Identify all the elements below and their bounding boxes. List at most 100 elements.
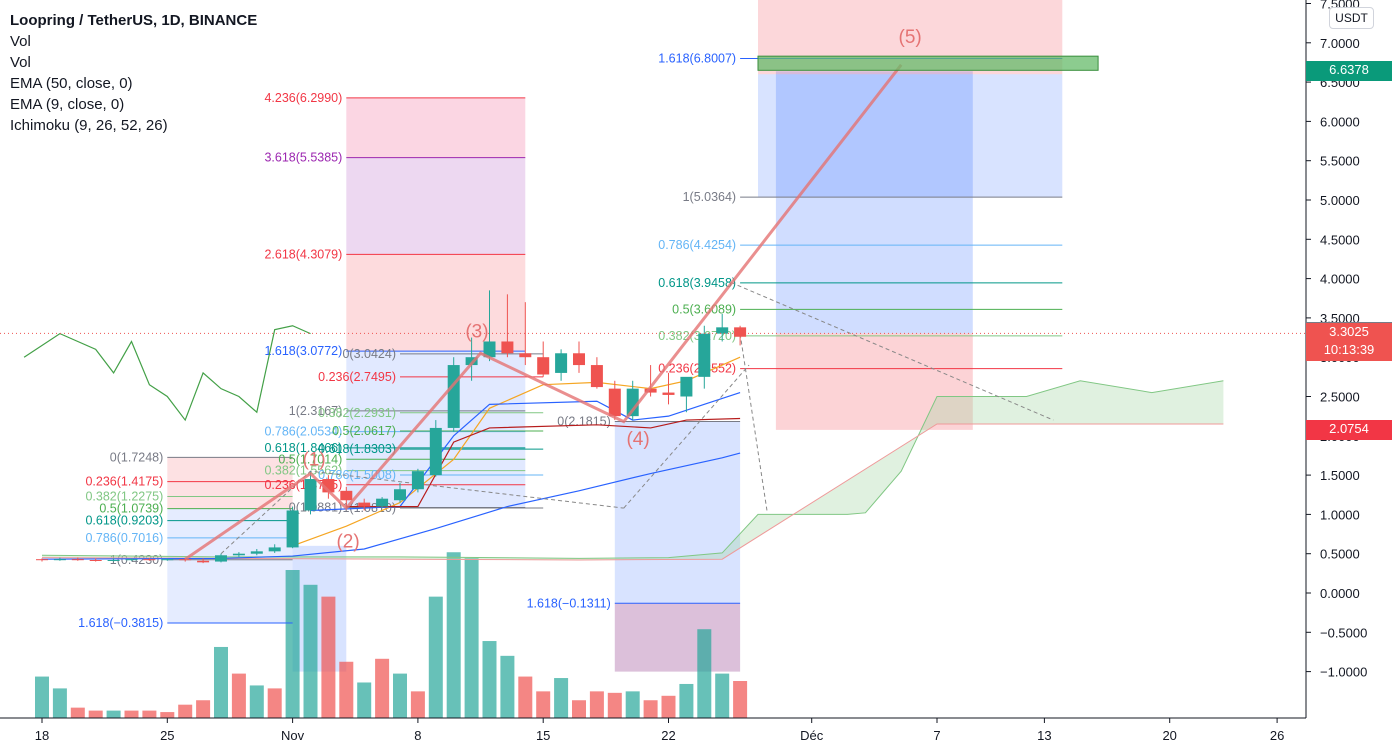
fib-level-label: 0.786(2.0534) [264,425,342,439]
price-tag-value: 6.6378 [1329,62,1369,78]
volume-bar [357,682,372,718]
candle-body [179,559,192,561]
fib-level-label: 1.618(−0.3815) [78,616,163,630]
candle-body [197,560,210,563]
candle-body [161,559,174,561]
fib-level-label: 0(3.0424) [342,347,396,361]
wave-label: (2) [336,531,359,552]
volume-bar [249,685,264,718]
price-tick-label: 0.5000 [1320,547,1360,562]
target-zone [757,55,1099,71]
volume-bar [196,700,211,718]
fib-level-label: 3.618(5.5385) [264,151,342,165]
candle-body [519,353,532,358]
fib-level-label: 0.5(1.7014) [278,452,342,466]
volume-bar [500,655,515,718]
candle-body [662,392,675,395]
price-axis [1306,0,1392,752]
price-tick-label: 5.0000 [1320,193,1360,208]
volume-bar [106,710,121,718]
price-tick-label: 1.0000 [1320,507,1360,522]
projection-line [623,364,750,509]
volume-bar [142,710,157,718]
candle-body [215,555,227,562]
candle-body [429,427,442,476]
fib-level-label: 0.786(4.4254) [658,238,736,252]
candle-body [143,559,156,561]
fib-level-label: 0.618(0.9203) [85,514,163,528]
legend-line: EMA (50, close, 0) [10,75,133,92]
volume-bar [375,658,390,718]
volume-bar [679,683,694,718]
wave-label: (3) [465,322,488,343]
projection-line [739,333,768,511]
elliott-wave-path [184,63,903,561]
candle-body [447,365,460,428]
ichimoku-cloud [42,380,1224,560]
time-tick-label: 18 [35,728,49,743]
time-tick-label: 8 [414,728,421,743]
time-tick-label: 25 [160,728,174,743]
candle-body [411,471,424,490]
fib-level-label: 1(2.3167) [289,404,343,418]
price-tick-label: −0.5000 [1320,625,1367,640]
fib-level-label: 0.382(1.5562) [264,464,342,478]
price-tag: 6.6378 [1306,61,1392,82]
wave-label: (1) [302,450,325,471]
candle-body [483,341,496,358]
fib-level-label: 0.618(3.9458) [658,276,736,290]
candle-body [555,353,568,373]
time-tick-label: 22 [661,728,675,743]
fib-level-label: 0.618(1.8303) [318,442,396,456]
wave-label: (4) [626,429,649,450]
volume-bar [52,688,67,718]
fib-zone [614,421,741,672]
candle-body [286,510,299,548]
fib-level-label: 0(2.1815) [557,415,611,429]
fib-level-label: 0.5(3.6089) [672,302,736,316]
price-tick-label: 7.5000 [1320,0,1360,12]
volume-bar [35,676,49,718]
price-tick-label: 2.5000 [1320,390,1360,405]
volume-bar [643,700,658,718]
time-tick-label: 26 [1270,728,1284,743]
candle-body [644,388,657,393]
legend-line: Vol [10,54,31,71]
candle-body [716,327,729,334]
candle-body [53,559,66,561]
price-tick-label: 6.0000 [1320,114,1360,129]
fib-level-label: 4.236(6.2990) [264,91,342,105]
candle-body [268,547,281,552]
currency-button[interactable]: USDT [1329,7,1374,29]
candle-body [573,353,585,366]
volume-bar [482,641,497,718]
candle-body [107,559,120,561]
volume-bar [554,678,569,718]
fib-zone [614,603,741,672]
candle-body [590,365,603,388]
volume-bar [303,584,318,718]
candle-body [376,498,389,507]
time-tick-label: Déc [800,728,824,743]
volume-bar [607,692,622,718]
price-tag-value: 2.0754 [1329,420,1369,436]
kijun-line [346,417,741,508]
fib-level-label: 0.786(0.7016) [85,531,163,545]
volume-bar [518,676,533,718]
price-tag-value: 3.3025 [1329,324,1369,340]
time-tick-label: Nov [281,728,305,743]
price-tick-label: 7.0000 [1320,36,1360,51]
volume-bar [231,673,246,718]
candle-body [394,489,406,501]
candle-body [501,341,514,354]
candle-body [71,559,84,561]
fib-level-label: 0(1.7248) [110,450,164,464]
long-profit-zone [775,71,973,334]
candle-body [698,333,711,377]
candle-body [680,376,693,397]
fib-level-label: 0.236(2.8552) [658,362,736,376]
fib-level-label: 0.382(2.2931) [318,406,396,420]
price-tag: 2.0754 [1306,419,1392,440]
volume-bar [589,691,604,718]
